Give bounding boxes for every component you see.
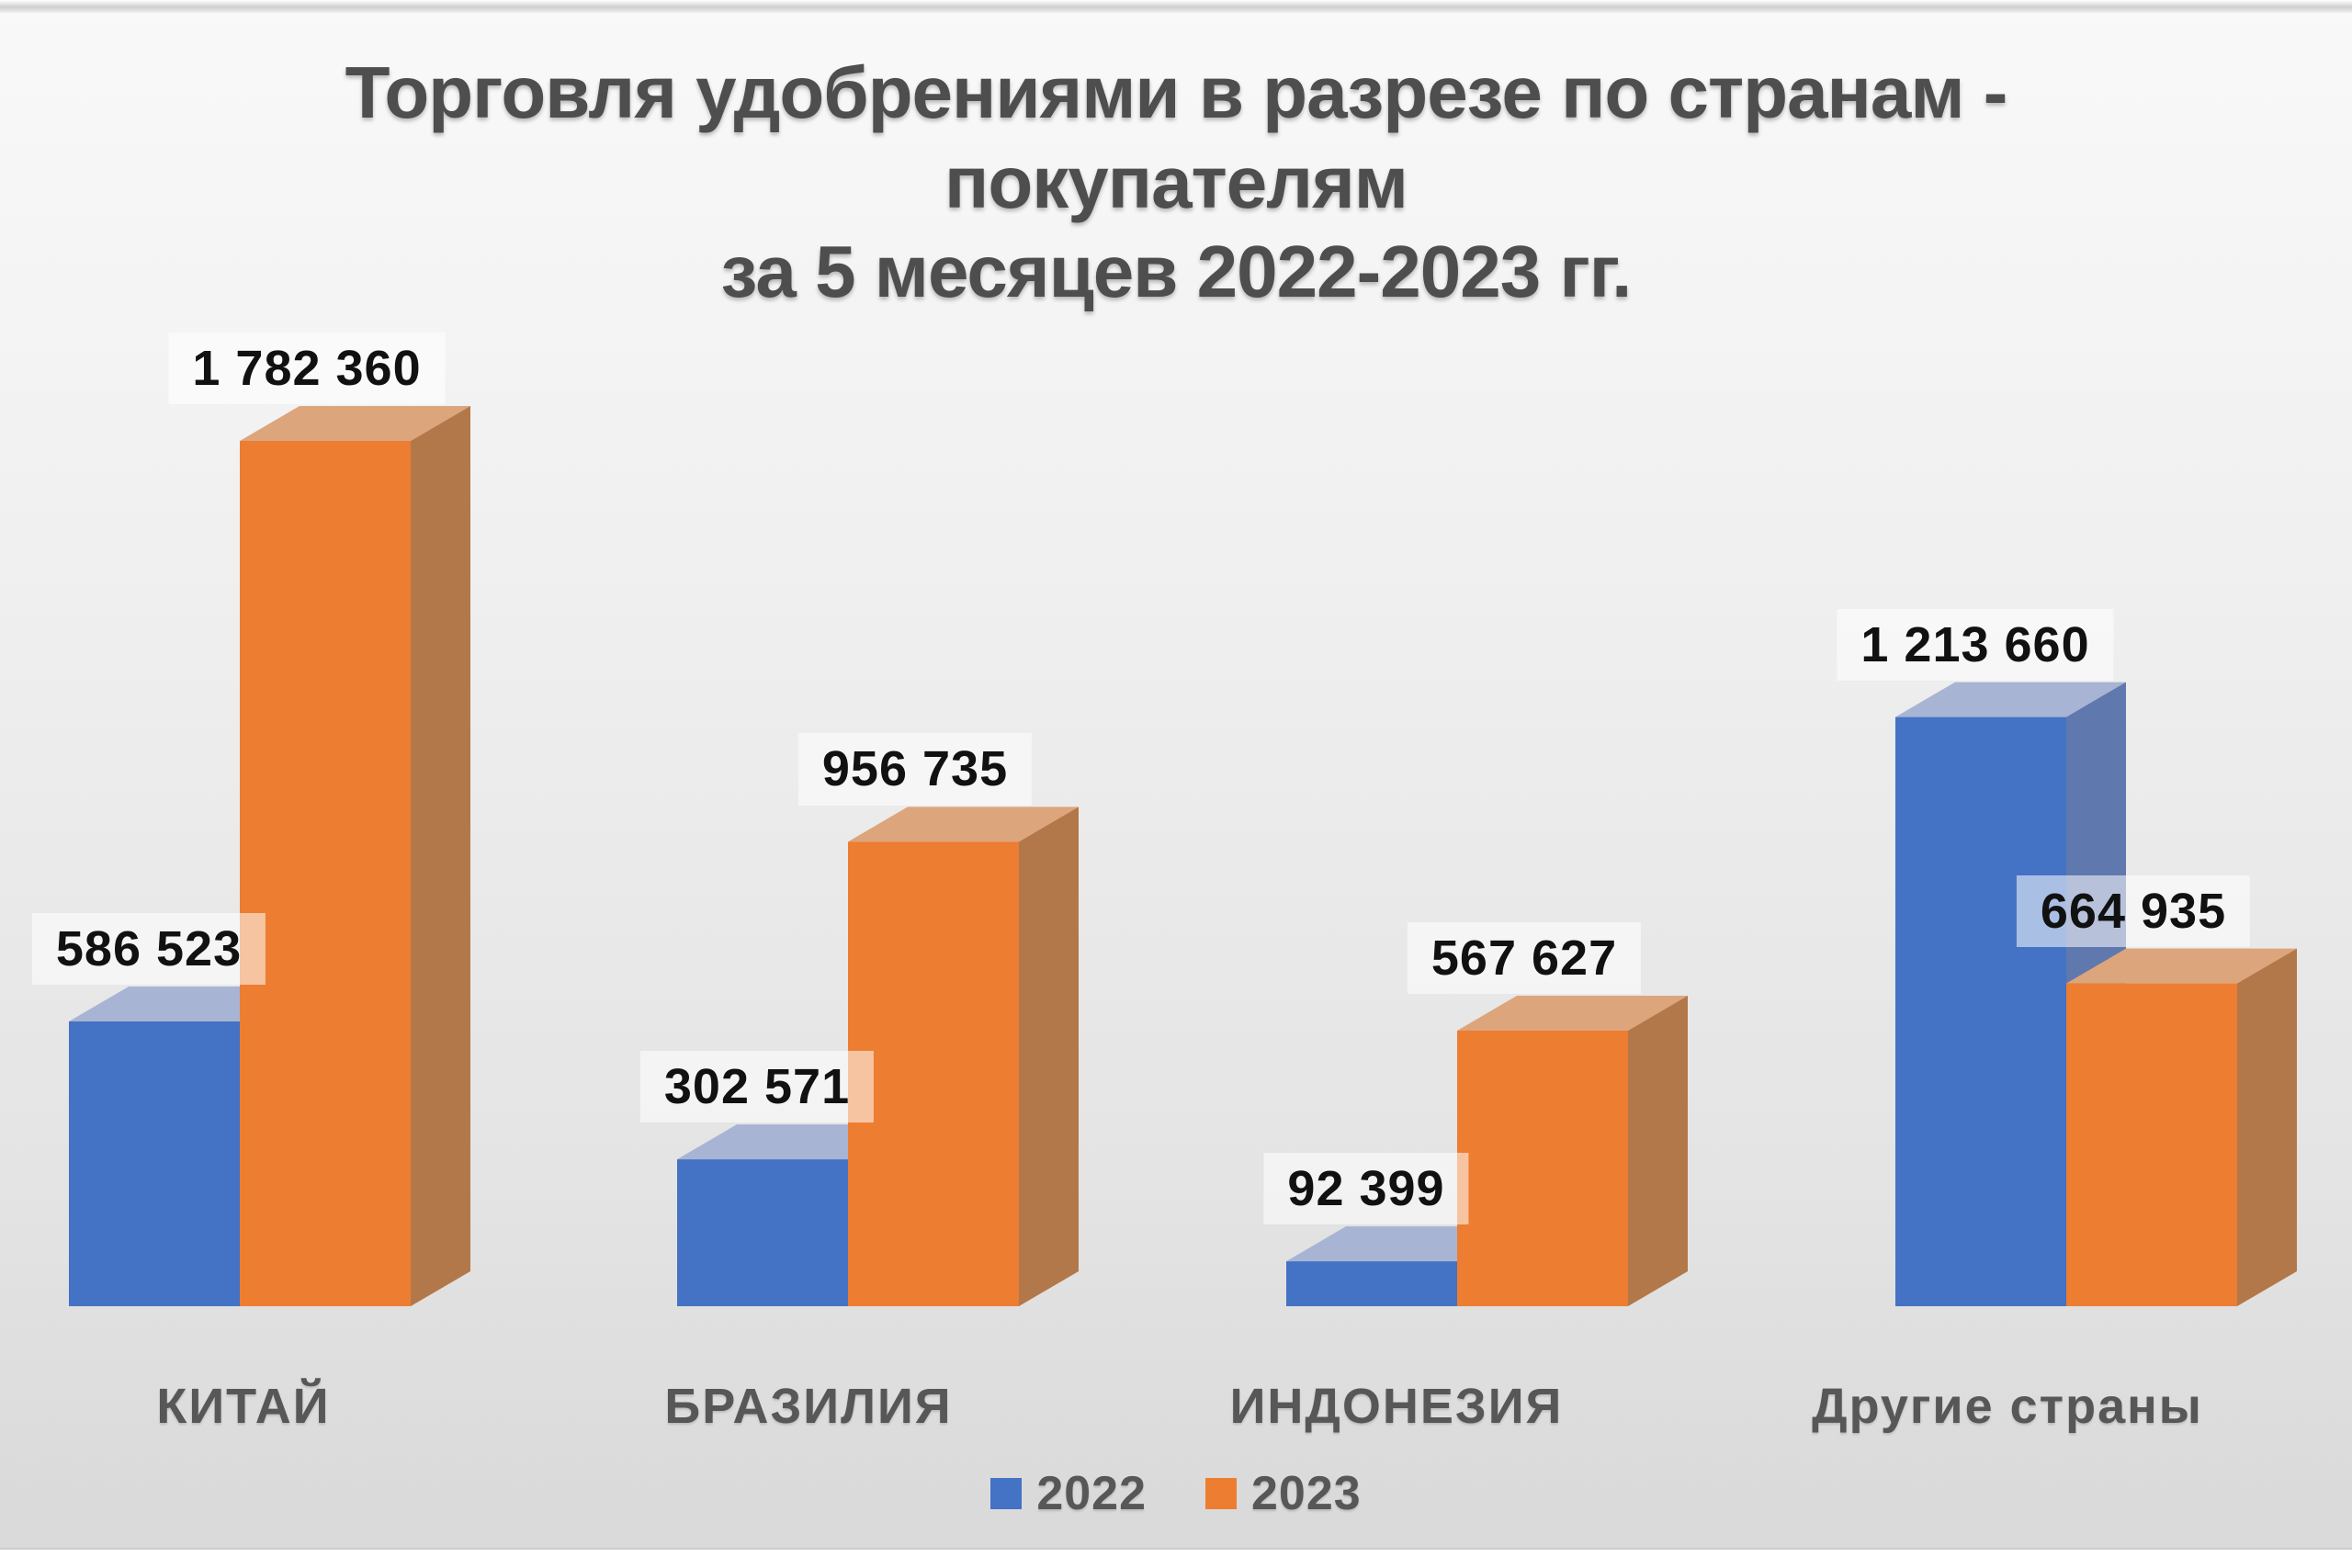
bar-side-2023-0 — [411, 406, 470, 1306]
bar-top-2023-1 — [848, 807, 1079, 842]
bar-front-2023-3 — [2066, 983, 2237, 1306]
chart-title-line-1: Торговля удобрениями в разрезе по страна… — [345, 51, 2008, 133]
legend-swatch-2022-icon — [990, 1478, 1023, 1509]
chart-legend: 2022 2023 — [0, 1466, 2352, 1521]
bar-front-2022-2 — [1286, 1261, 1457, 1306]
category-label-other-countries: Другие страны — [1812, 1379, 2203, 1434]
category-label-china: КИТАЙ — [156, 1379, 331, 1434]
legend-swatch-2023-icon — [1205, 1478, 1237, 1509]
bar-side-2023-3 — [2237, 948, 2297, 1306]
bar-top-2023-2 — [1457, 996, 1688, 1032]
data-label-2022-2: 92 399 — [1263, 1153, 1469, 1225]
chart-title-line-2: покупателям — [944, 141, 1408, 223]
legend-item-2023: 2023 — [1205, 1466, 1362, 1521]
data-label-2023-3: 664 935 — [2016, 874, 2251, 947]
data-label-2022-1: 302 571 — [639, 1051, 875, 1123]
data-label-2023-1: 956 735 — [797, 733, 1033, 806]
category-label-indonesia: ИНДОНЕЗИЯ — [1229, 1379, 1564, 1434]
bar-side-2023-1 — [1019, 807, 1079, 1306]
bar-top-2022-3 — [1895, 682, 2126, 717]
data-label-2023-2: 567 627 — [1407, 922, 1642, 995]
bar-front-2022-0 — [69, 1021, 240, 1306]
bar-front-2022-1 — [677, 1159, 848, 1306]
legend-label-2022: 2022 — [1036, 1467, 1147, 1520]
top-edge-strip — [0, 0, 2352, 13]
chart-title: Торговля удобрениями в разрезе по страна… — [0, 48, 2352, 317]
bar-front-2022-3 — [1895, 716, 2066, 1306]
bar-top-2023-3 — [2066, 948, 2297, 984]
bar-side-2023-2 — [1628, 996, 1688, 1306]
bar-front-2023-1 — [848, 841, 1019, 1306]
data-label-2023-0: 1 782 360 — [168, 333, 446, 405]
data-label-2022-3: 1 213 660 — [1837, 608, 2114, 681]
category-label-brazil: БРАЗИЛИЯ — [664, 1379, 953, 1434]
legend-item-2022: 2022 — [990, 1466, 1147, 1521]
bar-front-2023-0 — [240, 441, 411, 1306]
bottom-edge-strip — [0, 1548, 2352, 1568]
legend-label-2023: 2023 — [1251, 1467, 1362, 1520]
bar-front-2023-2 — [1457, 1031, 1628, 1306]
bar-top-2023-0 — [240, 406, 470, 441]
data-label-2022-0: 586 523 — [31, 913, 266, 986]
chart-title-line-3: за 5 месяцев 2022-2023 гг. — [720, 231, 1633, 313]
